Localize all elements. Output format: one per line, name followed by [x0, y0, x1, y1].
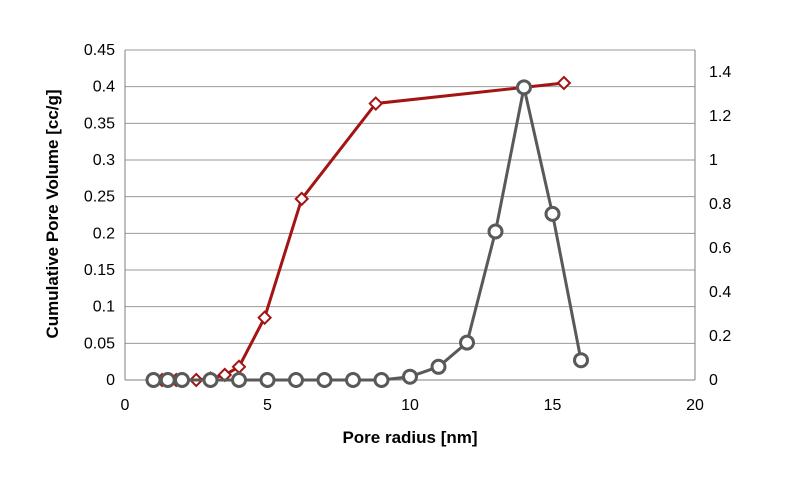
y2-tick-label: 0 — [709, 372, 718, 389]
data-point — [345, 372, 361, 388]
y-axis-title: Cumulative Pore Volume [cc/g] — [43, 89, 62, 338]
x-axis-title: Pore radius [nm] — [342, 428, 477, 447]
x-tick-label: 15 — [544, 397, 562, 414]
data-point — [516, 79, 532, 96]
data-point — [373, 372, 390, 388]
data-point — [174, 372, 190, 388]
data-point — [294, 191, 310, 207]
y2-axis-tick-labels: 0 0.2 0.4 0.6 0.8 1 1.2 1.4 — [709, 64, 731, 389]
y2-tick-label: 0.8 — [709, 196, 731, 213]
y2-tick-label: 1.2 — [709, 108, 731, 125]
data-point — [544, 205, 561, 222]
data-point — [556, 75, 572, 91]
data-point — [231, 359, 247, 375]
y-tick-label: 0.1 — [93, 299, 115, 316]
y2-tick-label: 1 — [709, 152, 718, 169]
data-point — [159, 372, 176, 388]
data-point — [487, 223, 504, 240]
y-tick-label: 0.45 — [84, 42, 115, 59]
data-point — [402, 368, 418, 385]
y-tick-label: 0.4 — [93, 79, 115, 96]
data-point — [430, 358, 447, 375]
data-point — [202, 372, 219, 388]
y-tick-label: 0.25 — [84, 189, 115, 206]
data-point — [145, 372, 162, 388]
data-point — [573, 352, 589, 369]
data-point — [259, 372, 276, 388]
data-point — [459, 334, 475, 351]
x-axis-tick-labels: 0 5 10 15 20 — [121, 397, 704, 414]
y-tick-label: 0.15 — [84, 262, 115, 279]
data-point — [368, 96, 384, 111]
y-tick-label: 0.3 — [93, 152, 115, 169]
y2-tick-label: 1.4 — [709, 64, 731, 81]
y-tick-label: 0.35 — [84, 115, 115, 132]
x-tick-label: 20 — [686, 397, 704, 414]
y-tick-label: 0.2 — [93, 225, 115, 242]
x-tick-label: 10 — [401, 397, 419, 414]
data-point — [316, 372, 333, 388]
data-point — [231, 372, 247, 388]
y2-tick-label: 0.2 — [709, 328, 731, 345]
data-point — [257, 310, 273, 326]
x-tick-label: 0 — [121, 397, 130, 414]
y2-tick-label: 0.4 — [709, 284, 731, 301]
y-tick-label: 0.05 — [84, 335, 115, 352]
x-tick-label: 5 — [263, 397, 272, 414]
y-tick-label: 0 — [106, 372, 115, 389]
gridlines — [125, 49, 695, 381]
series — [145, 75, 589, 388]
y-axis-tick-labels: 0 0.05 0.1 0.15 0.2 0.25 0.3 0.35 0.4 0.45 — [84, 42, 115, 389]
y2-tick-label: 0.6 — [709, 240, 731, 257]
data-point — [288, 372, 304, 388]
